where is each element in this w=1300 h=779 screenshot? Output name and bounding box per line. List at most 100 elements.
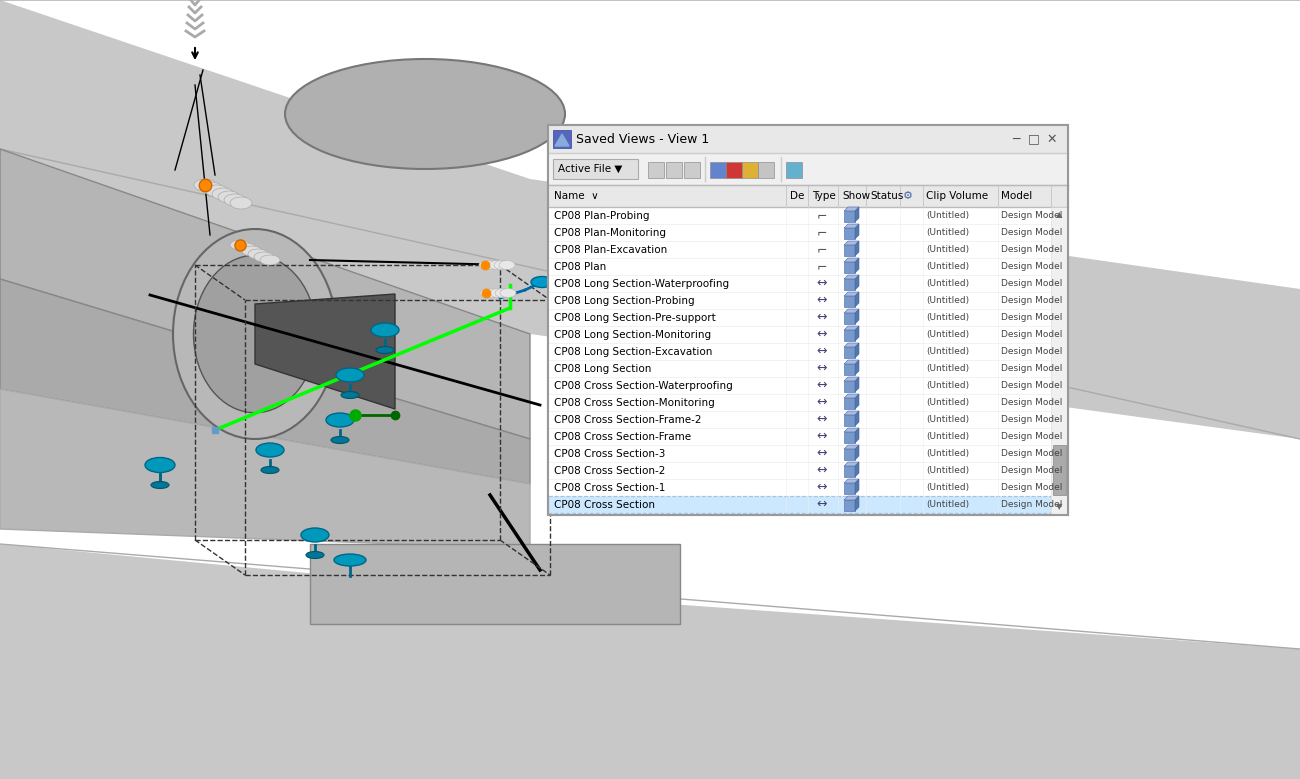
Text: ▼: ▼ bbox=[1056, 502, 1063, 512]
Text: ↔: ↔ bbox=[816, 294, 827, 307]
Polygon shape bbox=[844, 360, 859, 364]
Text: ⌐: ⌐ bbox=[816, 243, 827, 256]
Ellipse shape bbox=[499, 260, 515, 270]
Text: Design Model: Design Model bbox=[1001, 211, 1062, 220]
Text: ⌐: ⌐ bbox=[816, 226, 827, 239]
Text: CP08 Cross Section-2: CP08 Cross Section-2 bbox=[554, 466, 666, 475]
Text: Design Model: Design Model bbox=[1001, 279, 1062, 288]
Text: Design Model: Design Model bbox=[1001, 313, 1062, 322]
Text: CP08 Cross Section-1: CP08 Cross Section-1 bbox=[554, 482, 666, 492]
Bar bbox=[844, 211, 855, 222]
Bar bbox=[549, 343, 1050, 360]
Bar bbox=[844, 330, 855, 341]
Bar bbox=[742, 162, 758, 178]
Bar bbox=[844, 279, 855, 290]
Text: (Untitled): (Untitled) bbox=[926, 296, 968, 305]
Ellipse shape bbox=[205, 185, 228, 197]
Text: Active File ▼: Active File ▼ bbox=[558, 164, 623, 174]
Bar bbox=[549, 258, 1050, 275]
Polygon shape bbox=[855, 309, 859, 324]
Ellipse shape bbox=[489, 260, 504, 270]
Bar bbox=[844, 500, 855, 511]
Text: CP08 Cross Section-Frame-2: CP08 Cross Section-Frame-2 bbox=[554, 414, 702, 425]
Text: Design Model: Design Model bbox=[1001, 466, 1062, 475]
Bar bbox=[549, 309, 1050, 326]
Bar bbox=[549, 125, 1069, 515]
Text: CP08 Cross Section: CP08 Cross Section bbox=[554, 499, 655, 509]
Ellipse shape bbox=[237, 243, 256, 253]
Polygon shape bbox=[255, 294, 395, 409]
Ellipse shape bbox=[478, 260, 495, 270]
Bar bbox=[549, 394, 1050, 411]
Text: (Untitled): (Untitled) bbox=[926, 330, 968, 339]
Bar bbox=[552, 159, 638, 179]
Polygon shape bbox=[855, 241, 859, 256]
Text: CP08 Plan-Probing: CP08 Plan-Probing bbox=[554, 210, 650, 220]
Bar bbox=[666, 162, 682, 178]
Text: CP08 Long Section-Excavation: CP08 Long Section-Excavation bbox=[554, 347, 712, 357]
Polygon shape bbox=[844, 479, 859, 483]
Polygon shape bbox=[855, 207, 859, 222]
Text: CP08 Long Section: CP08 Long Section bbox=[554, 364, 651, 373]
Polygon shape bbox=[844, 411, 859, 415]
Ellipse shape bbox=[200, 182, 222, 194]
Text: Type: Type bbox=[812, 191, 836, 201]
Bar bbox=[549, 428, 1050, 445]
Text: Design Model: Design Model bbox=[1001, 415, 1062, 424]
Ellipse shape bbox=[230, 197, 252, 209]
Ellipse shape bbox=[242, 246, 263, 256]
Polygon shape bbox=[844, 326, 859, 330]
Bar bbox=[844, 415, 855, 426]
Bar bbox=[844, 381, 855, 392]
Text: CP08 Long Section-Probing: CP08 Long Section-Probing bbox=[554, 295, 694, 305]
Text: ↔: ↔ bbox=[816, 498, 827, 511]
Polygon shape bbox=[309, 544, 680, 624]
Text: Design Model: Design Model bbox=[1001, 449, 1062, 458]
Ellipse shape bbox=[326, 413, 354, 427]
Ellipse shape bbox=[332, 436, 348, 443]
Bar bbox=[549, 224, 1050, 241]
Ellipse shape bbox=[248, 249, 268, 259]
Polygon shape bbox=[844, 224, 859, 228]
Bar bbox=[758, 162, 774, 178]
Ellipse shape bbox=[335, 368, 364, 382]
Bar bbox=[549, 445, 1050, 462]
Ellipse shape bbox=[230, 240, 250, 250]
Bar bbox=[549, 411, 1050, 428]
Polygon shape bbox=[844, 241, 859, 245]
Ellipse shape bbox=[146, 458, 174, 472]
Bar bbox=[786, 162, 802, 178]
Text: ▲: ▲ bbox=[1056, 210, 1063, 220]
Text: ↔: ↔ bbox=[816, 413, 827, 426]
Ellipse shape bbox=[494, 260, 510, 270]
Polygon shape bbox=[844, 343, 859, 347]
Text: ↔: ↔ bbox=[816, 464, 827, 477]
Text: ↔: ↔ bbox=[816, 481, 827, 494]
Text: (Untitled): (Untitled) bbox=[926, 364, 968, 373]
Text: ↔: ↔ bbox=[816, 362, 827, 375]
Text: (Untitled): (Untitled) bbox=[926, 245, 968, 254]
Bar bbox=[844, 449, 855, 460]
Ellipse shape bbox=[306, 552, 324, 559]
Text: (Untitled): (Untitled) bbox=[926, 432, 968, 441]
Text: ↔: ↔ bbox=[816, 345, 827, 358]
Polygon shape bbox=[0, 544, 1300, 779]
Ellipse shape bbox=[212, 188, 234, 200]
Bar bbox=[844, 364, 855, 375]
Ellipse shape bbox=[256, 443, 283, 457]
Polygon shape bbox=[844, 377, 859, 381]
Text: CP08 Long Section-Waterproofing: CP08 Long Section-Waterproofing bbox=[554, 279, 729, 288]
Ellipse shape bbox=[334, 554, 367, 566]
Polygon shape bbox=[855, 343, 859, 358]
Ellipse shape bbox=[194, 179, 216, 191]
Ellipse shape bbox=[261, 467, 280, 474]
Text: Name  ∨: Name ∨ bbox=[554, 191, 599, 201]
Polygon shape bbox=[0, 389, 530, 549]
Bar bbox=[844, 398, 855, 409]
Bar bbox=[549, 360, 1050, 377]
Bar bbox=[710, 162, 725, 178]
Polygon shape bbox=[855, 292, 859, 307]
Bar bbox=[549, 275, 1050, 292]
Polygon shape bbox=[844, 496, 859, 500]
Bar bbox=[725, 162, 742, 178]
